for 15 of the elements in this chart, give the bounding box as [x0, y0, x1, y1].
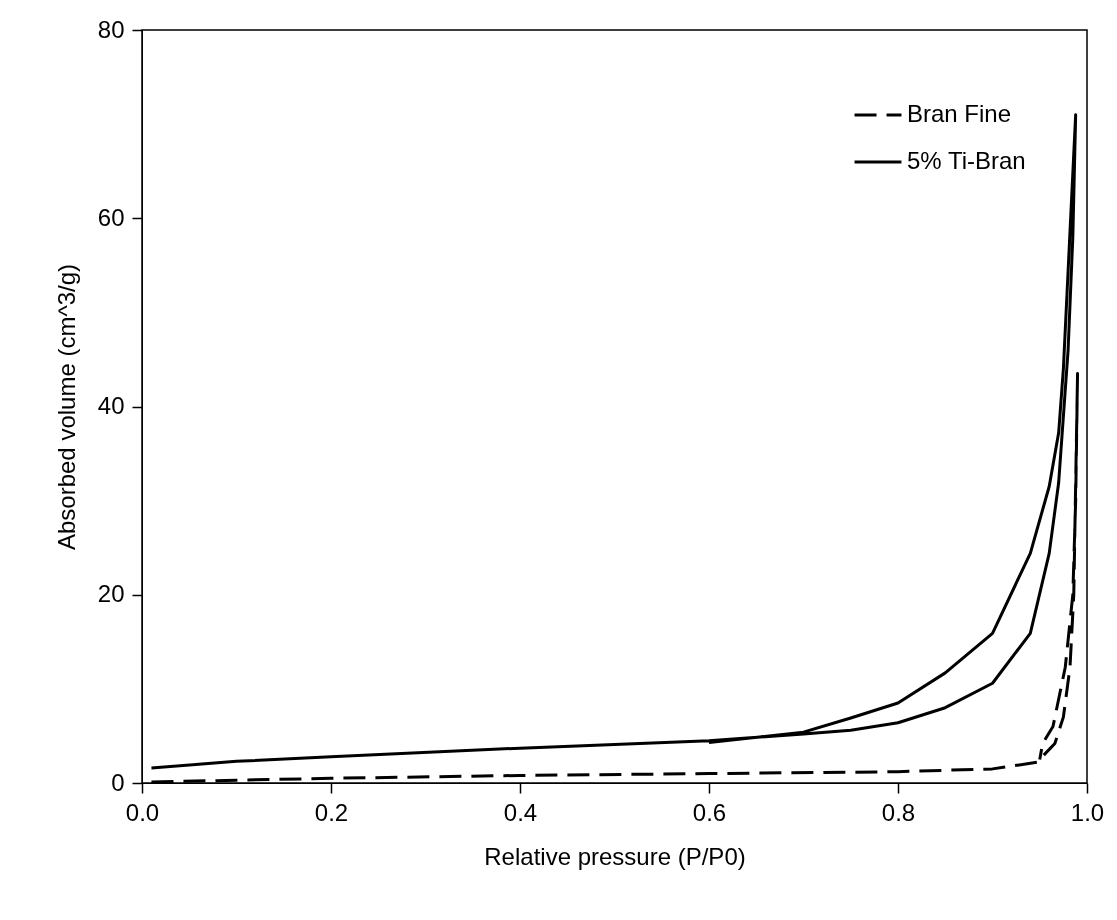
x-axis-title: Relative pressure (P/P0) — [484, 842, 746, 870]
legend-label: Bran Fine — [907, 100, 1012, 127]
x-tick-label: 0.0 — [125, 798, 160, 826]
legend-label: 5% Ti-Bran — [907, 147, 1026, 174]
x-tick-label: 0.4 — [503, 798, 538, 826]
y-tick-label: 80 — [97, 15, 125, 43]
x-tick-label: 0.8 — [881, 798, 916, 826]
x-tick-label: 0.6 — [692, 798, 727, 826]
y-tick-label: 60 — [97, 203, 125, 231]
x-tick-label: 1.0 — [1070, 798, 1105, 826]
x-tick-label: 0.2 — [314, 798, 349, 826]
y-tick-label: 20 — [97, 580, 125, 608]
y-axis-title: Absorbed volume (cm^3/g) — [52, 263, 80, 551]
y-tick-label: 0 — [111, 768, 125, 796]
y-tick-label: 40 — [97, 392, 125, 419]
